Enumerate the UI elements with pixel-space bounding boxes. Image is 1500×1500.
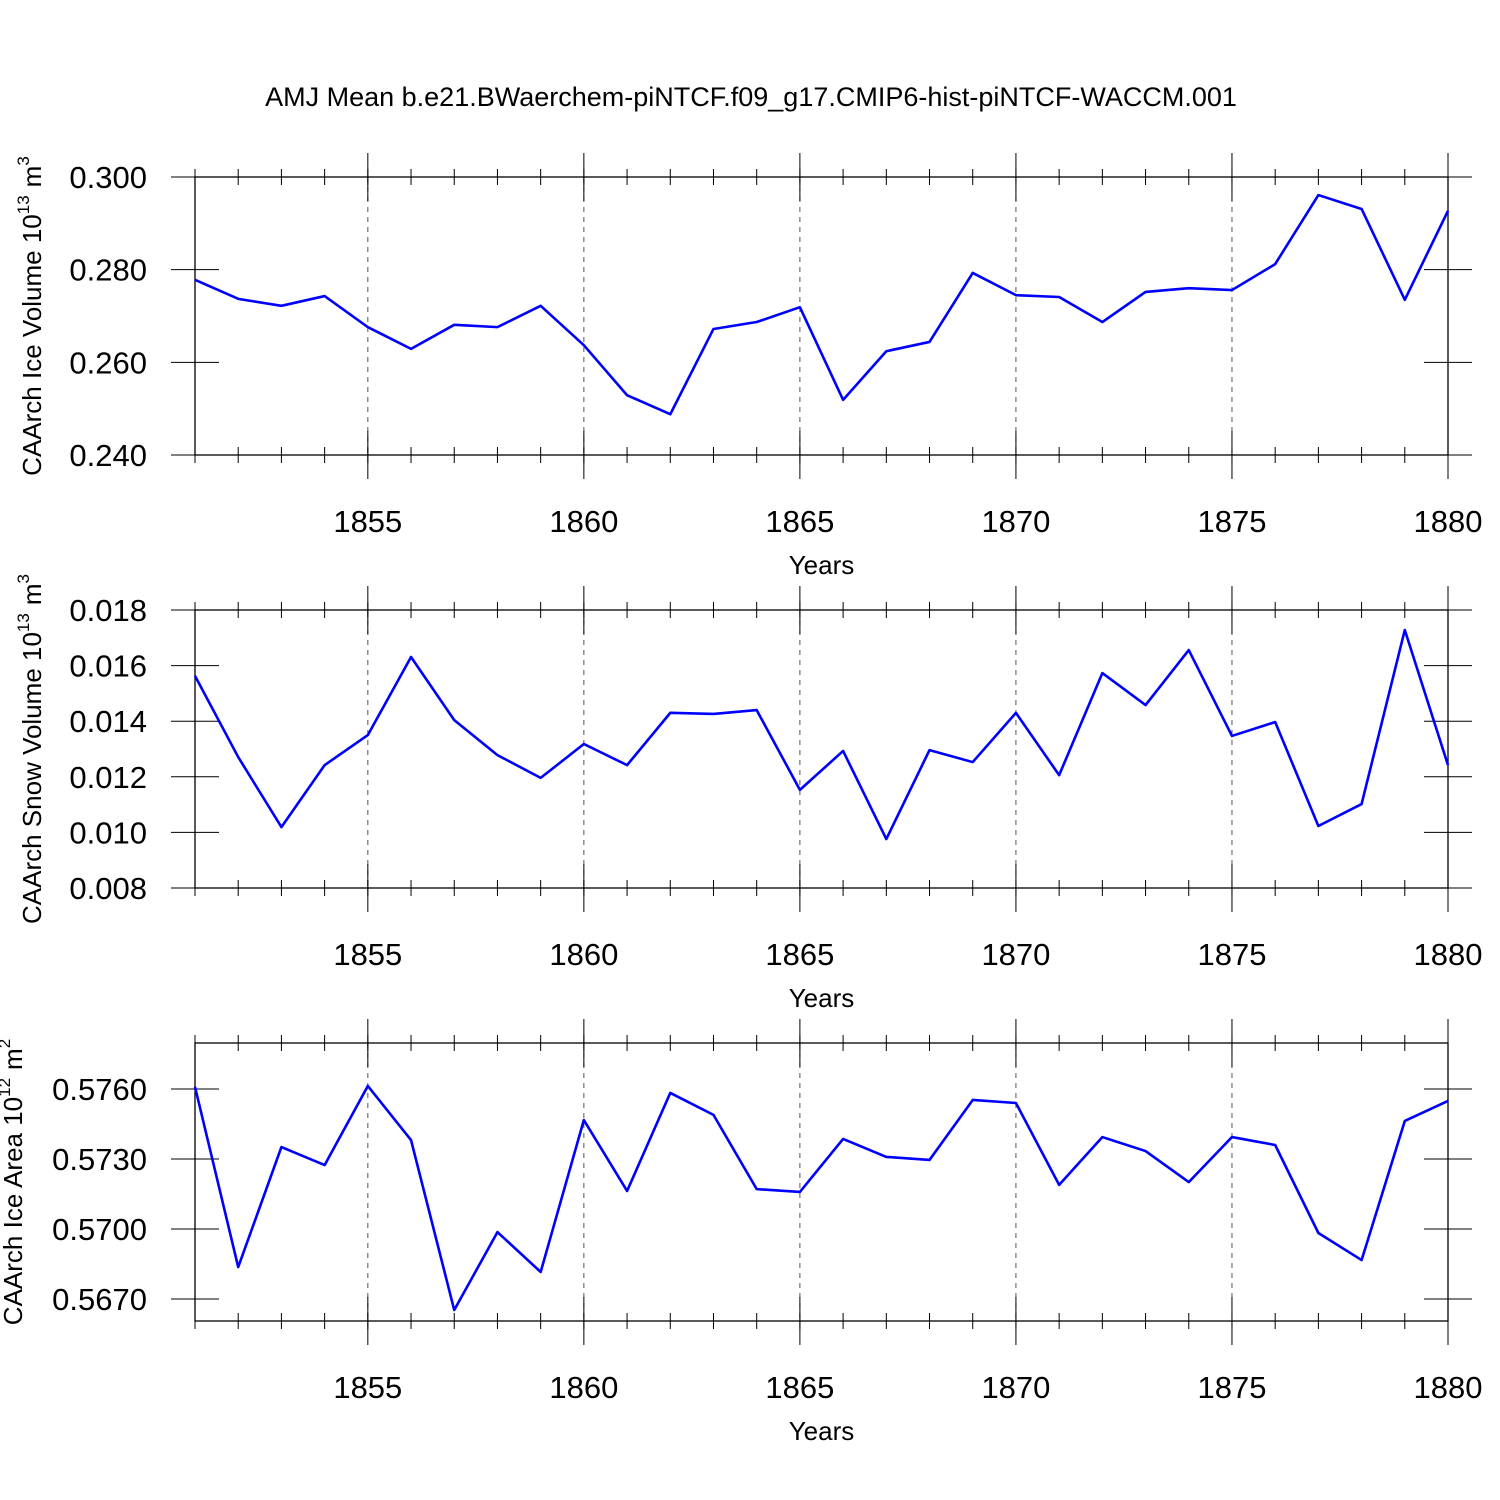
y-tick-label: 0.008 [69, 871, 147, 906]
y-tick-label: 0.240 [69, 438, 147, 473]
x-tick-label: 1880 [1414, 937, 1483, 972]
x-tick-label: 1865 [765, 504, 834, 539]
y-axis-label-unit-exponent: 3 [14, 574, 33, 583]
x-tick-label: 1865 [765, 937, 834, 972]
y-axis-label-text: CAArch Ice Area 10 [0, 1097, 28, 1325]
x-tick-label: 1870 [981, 1370, 1050, 1405]
x-tick-label: 1860 [549, 504, 618, 539]
x-tick-label: 1870 [981, 504, 1050, 539]
x-tick-label: 1875 [1197, 1370, 1266, 1405]
x-tick-label: 1880 [1414, 504, 1483, 539]
data-line [194, 193, 1450, 416]
y-axis-label: CAArch Ice Volume 1013 m3 [14, 156, 47, 476]
data-line [193, 1084, 1449, 1312]
y-axis-label-exponent: 13 [14, 195, 33, 214]
chart-title: AMJ Mean b.e21.BWaerchem-piNTCF.f09_g17.… [265, 82, 1237, 112]
x-axis-label: Years [789, 983, 855, 1013]
x-tick-label: 1860 [549, 937, 618, 972]
plot-frame [194, 176, 1449, 456]
y-tick-label: 0.5670 [52, 1282, 147, 1317]
y-axis-label: CAArch Ice Area 1012 m2 [0, 1039, 28, 1325]
y-tick-label: 0.014 [69, 704, 147, 739]
y-tick-label: 0.5760 [52, 1072, 147, 1107]
x-axis-label: Years [789, 1416, 855, 1446]
y-tick-label: 0.5730 [52, 1142, 147, 1177]
y-axis-label-unit-exponent: 2 [0, 1039, 14, 1048]
y-axis-label-exponent: 13 [14, 613, 33, 632]
y-tick-label: 0.018 [69, 593, 147, 628]
y-axis-label-unit-exponent: 3 [14, 156, 33, 165]
x-tick-label: 1860 [549, 1370, 618, 1405]
y-axis-label-text: CAArch Ice Volume 10 [17, 214, 47, 476]
plot-frame [194, 1042, 1449, 1322]
y-tick-label: 0.016 [69, 649, 147, 684]
y-tick-label: 0.300 [69, 160, 147, 195]
x-tick-label: 1865 [765, 1370, 834, 1405]
x-tick-label: 1855 [333, 1370, 402, 1405]
x-tick-label: 1870 [981, 937, 1050, 972]
y-axis-label: CAArch Snow Volume 1013 m3 [14, 574, 47, 924]
x-tick-label: 1875 [1197, 937, 1266, 972]
y-axis-label-unit: m [0, 1048, 28, 1070]
y-tick-label: 0.010 [69, 815, 147, 850]
x-tick-label: 1855 [333, 937, 402, 972]
y-axis-label-exponent: 12 [0, 1078, 14, 1097]
y-axis-label-unit: m [17, 583, 47, 605]
x-axis-label: Years [789, 550, 855, 580]
y-tick-label: 0.280 [69, 253, 147, 288]
y-tick-label: 0.260 [69, 345, 147, 380]
plot-frame [194, 609, 1449, 889]
y-axis-label-unit: m [17, 166, 47, 188]
data-line [193, 628, 1450, 841]
y-axis-label-text: CAArch Snow Volume 10 [17, 632, 47, 924]
x-tick-label: 1875 [1197, 504, 1266, 539]
y-tick-label: 0.012 [69, 760, 147, 795]
x-tick-label: 1855 [333, 504, 402, 539]
y-tick-label: 0.5700 [52, 1212, 147, 1247]
x-tick-label: 1880 [1414, 1370, 1483, 1405]
